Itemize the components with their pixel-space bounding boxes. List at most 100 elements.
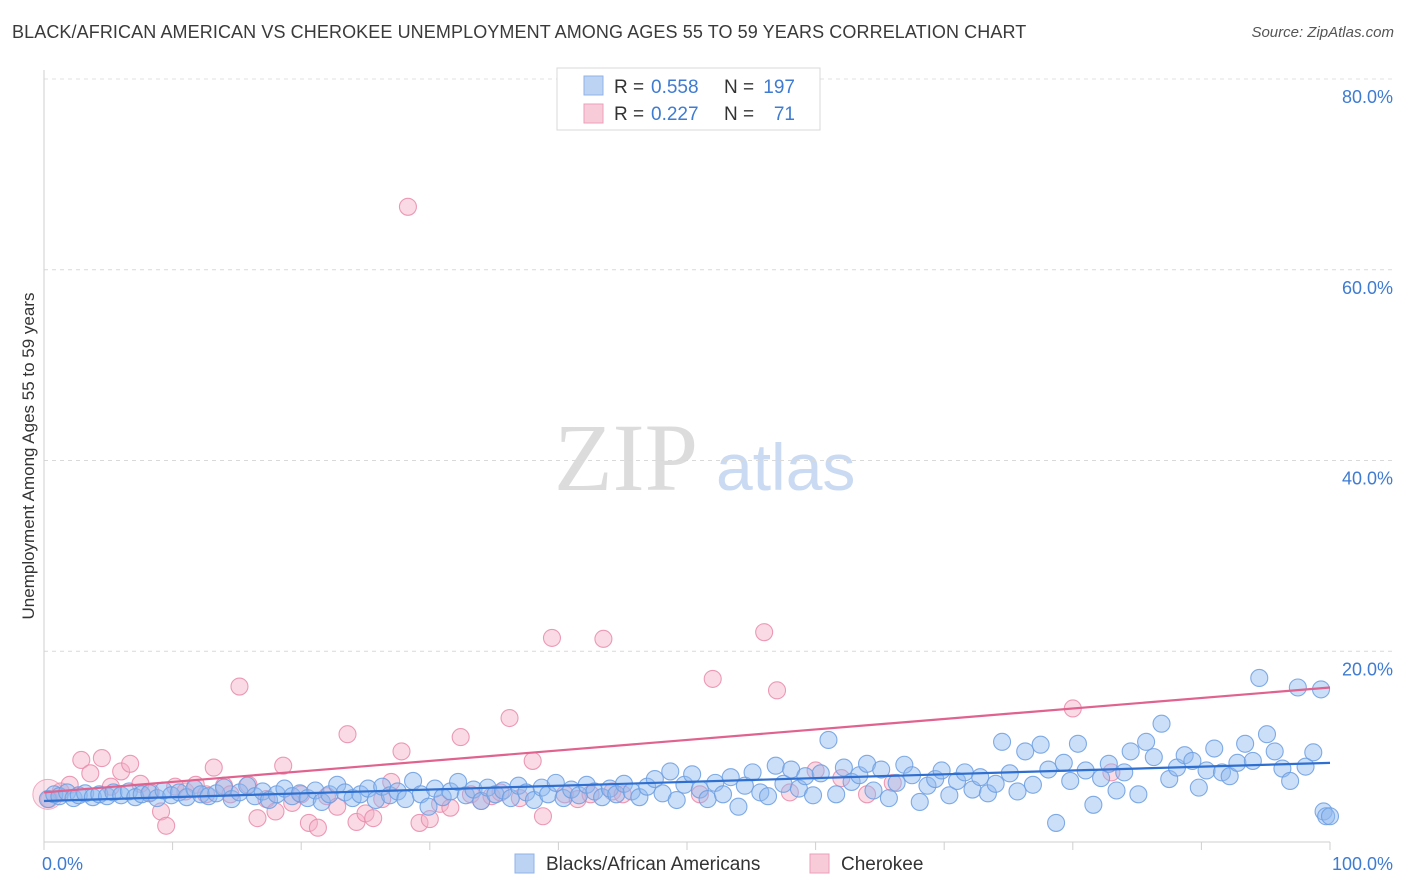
watermark-atlas: atlas (716, 430, 855, 504)
blacks-point (978, 784, 997, 803)
blacks-point (320, 785, 339, 804)
chart-title: BLACK/AFRICAN AMERICAN VS CHEROKEE UNEMP… (12, 22, 1027, 42)
blacks-point (796, 767, 815, 786)
cherokee-point (767, 681, 787, 700)
blacks-point (1061, 771, 1080, 791)
blacks-point (766, 756, 785, 775)
blacks-point (1008, 782, 1027, 801)
watermark: ZIP atlas (554, 404, 855, 511)
cherokee-point (542, 628, 562, 647)
blacks-point (1031, 735, 1050, 754)
trend-line-cherokee (43, 686, 1331, 794)
cherokee-point (274, 756, 293, 775)
blacks-point (803, 786, 823, 805)
stats-legend-n-label-pink: N = (724, 104, 754, 125)
blacks-point (1257, 725, 1277, 744)
blacks-point (1265, 742, 1284, 761)
x-tick-label-max: 100.0% (1332, 854, 1393, 874)
blacks-point (532, 778, 551, 797)
blacks-point (827, 785, 846, 804)
y-tick-label-60: 60.0% (1342, 278, 1393, 298)
blacks-point (910, 792, 929, 811)
cherokee-point (299, 813, 318, 832)
blacks-point (1281, 771, 1300, 791)
blacks-point (1243, 751, 1262, 770)
blacks-point (1189, 778, 1208, 797)
blacks-point (230, 783, 249, 802)
cherokee-point (92, 749, 111, 768)
stats-legend-swatch-blue (583, 75, 604, 96)
stats-legend-n-value-pink: 71 (774, 104, 795, 125)
cherokee-point (392, 742, 411, 761)
series-legend-label-blacks: Blacks/African Americans (546, 854, 760, 875)
blacks-point (1250, 668, 1269, 688)
blacks-point (1304, 743, 1323, 762)
blacks-point (449, 772, 468, 791)
blacks-point (1183, 751, 1202, 770)
cherokee-point (594, 629, 613, 648)
blacks-point (1084, 795, 1103, 814)
cherokee-point (121, 754, 140, 773)
y-tick-label-80: 80.0% (1342, 87, 1393, 107)
blacks-point (713, 785, 733, 804)
blacks-point (191, 785, 210, 804)
blacks-point (918, 776, 937, 795)
blacks-point (1288, 678, 1307, 697)
cherokee-point (533, 807, 553, 826)
blacks-point (698, 790, 717, 809)
blacks-point (940, 786, 959, 805)
blacks-point (667, 790, 686, 810)
cherokee-point (248, 809, 267, 828)
blacks-point (971, 768, 990, 787)
blacks-point (1236, 734, 1255, 753)
cherokee-point (72, 750, 91, 770)
cherokee-point (883, 773, 902, 792)
blacks-point (396, 790, 415, 809)
series-cherokee-points (32, 197, 1121, 837)
cherokee-point (338, 725, 357, 744)
source-label: Source: ZipAtlas.com (1251, 24, 1394, 41)
cherokee-point (755, 623, 774, 642)
cherokee-point (157, 816, 176, 835)
blacks-point (1144, 748, 1163, 767)
blacks-point (879, 789, 898, 808)
blacks-point (887, 773, 906, 792)
stats-legend-r-label-blue: R = (614, 77, 644, 98)
stats-legend-swatch-pink (583, 103, 604, 124)
cherokee-point (81, 764, 100, 783)
blacks-point (1068, 734, 1087, 753)
blacks-point (1205, 739, 1224, 758)
blacks-point (1137, 732, 1156, 751)
cherokee-point (308, 818, 327, 837)
blacks-point (1129, 785, 1148, 804)
series-legend: Blacks/African Americans Cherokee (514, 853, 923, 875)
cherokee-point (523, 751, 542, 770)
x-tick-label-min: 0.0% (42, 854, 83, 874)
y-axis-title: Unemployment Among Ages 55 to 59 years (19, 293, 38, 620)
blacks-point (1016, 742, 1035, 761)
cherokee-point (451, 728, 470, 747)
series-legend-swatch-cherokee (809, 853, 830, 874)
blacks-point (1152, 714, 1171, 733)
blacks-point (1121, 742, 1140, 761)
y-tick-labels: 20.0% 40.0% 60.0% 80.0% (1342, 87, 1393, 679)
blacks-point (1220, 767, 1239, 786)
blacks-point (306, 781, 325, 800)
blacks-point (1320, 807, 1340, 826)
cherokee-point (461, 785, 481, 804)
series-legend-swatch-blacks (514, 853, 535, 874)
cherokee-point (364, 809, 383, 828)
blacks-point (864, 781, 883, 800)
stats-legend-r-label-pink: R = (614, 104, 644, 125)
blacks-point (986, 774, 1005, 793)
blacks-point (1023, 775, 1042, 794)
cherokee-point (398, 197, 417, 216)
cherokee-point (230, 677, 249, 696)
series-legend-label-cherokee: Cherokee (841, 854, 923, 875)
cherokee-point (500, 708, 519, 728)
blacks-point (1107, 781, 1126, 800)
cherokee-point (410, 813, 429, 832)
stats-legend-n-value-blue: 197 (763, 77, 795, 98)
blacks-point (819, 730, 838, 749)
